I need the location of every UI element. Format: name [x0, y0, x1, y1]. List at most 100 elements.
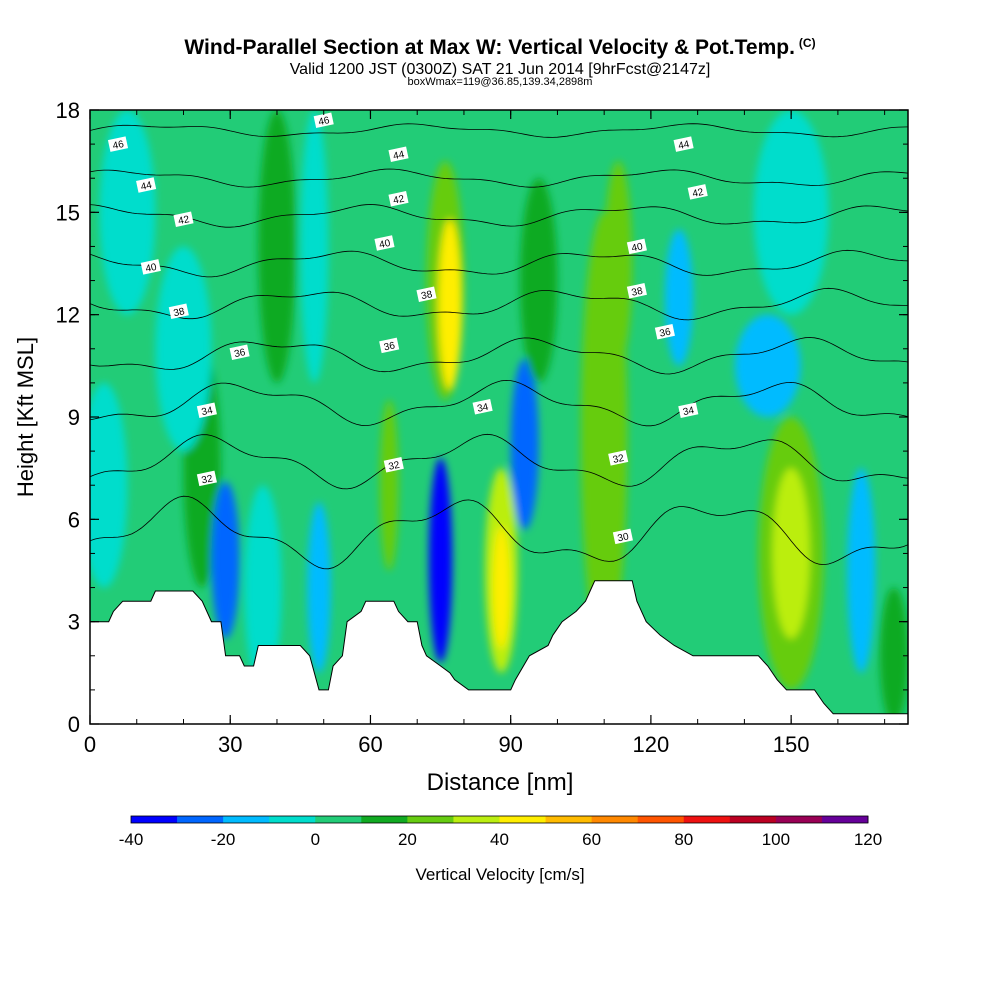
contour-label-text: 40: [145, 262, 159, 275]
contour-label-box: [388, 190, 409, 207]
contour-label-text: 42: [392, 194, 406, 207]
colorbar-swatch: [407, 816, 454, 823]
contour-label-text: 32: [388, 460, 402, 473]
contour-labels: 46 46 44 44 44 42 42 42 40 40 40 38 38 38 36 36 36 34 34 34…: [107, 112, 708, 545]
velocity-cell: [258, 110, 296, 383]
colorbar-swatch: [499, 816, 547, 823]
contour-label: 34: [472, 399, 493, 415]
contour-label: 40: [374, 235, 395, 251]
contour-label: 32: [196, 470, 217, 487]
contour-label-text: 40: [378, 238, 392, 251]
isentrope-line: [90, 287, 908, 321]
colorbar: -40 -20 0 20 40 60 80 100 120: [119, 815, 882, 849]
colorbar-swatch: [177, 816, 224, 823]
contour-label: 34: [678, 402, 699, 418]
contour-label-text: 34: [201, 405, 215, 418]
contour-label-box: [416, 286, 437, 302]
colorbar-swatch: [545, 816, 593, 823]
contour-label-text: 36: [659, 327, 673, 340]
contour-label-text: 32: [612, 453, 626, 466]
colorbar-swatch: [361, 816, 408, 823]
colorbar-tick-label: -40: [119, 830, 144, 849]
contour-label-box: [140, 259, 161, 275]
contour-label-box: [196, 402, 217, 418]
velocity-cell: [300, 110, 329, 383]
colorbar-swatch: [269, 816, 316, 823]
contour-label: 40: [140, 259, 161, 275]
isentrope-line: [90, 337, 908, 375]
contour-label: 42: [687, 184, 708, 200]
contour-label-box: [173, 211, 194, 227]
colorbar-tick-label: 100: [762, 830, 790, 849]
contour-label: 30: [612, 528, 633, 545]
contour-label-text: 34: [476, 402, 490, 415]
y-tick-label: 18: [56, 98, 80, 123]
colorbar-frame: [130, 815, 869, 824]
isentrope-line: [90, 433, 908, 490]
isentrope-line: [90, 168, 908, 188]
colorbar-swatch: [637, 816, 685, 823]
velocity-cell: [847, 468, 876, 673]
contour-label-text: 46: [317, 115, 331, 128]
contour-label-text: 44: [677, 139, 691, 152]
contour-label-text: 36: [233, 347, 247, 360]
contour-label-box: [374, 235, 395, 251]
colorbar-tick-label: 60: [582, 830, 601, 849]
contour-label-box: [626, 238, 647, 255]
colorbar-swatch: [821, 816, 869, 823]
isentrope-line: [90, 249, 908, 278]
contour-label: 34: [196, 402, 217, 418]
x-tick-label: 150: [773, 732, 810, 757]
contour-label: 36: [654, 323, 675, 340]
contour-label-text: 38: [420, 289, 434, 302]
contour-label: 44: [673, 136, 694, 152]
velocity-cell: [155, 246, 212, 452]
contour-label-box: [229, 344, 250, 360]
y-tick-label: 6: [68, 507, 80, 532]
field-cells: [90, 110, 908, 724]
contour-label: 32: [383, 457, 404, 473]
contour-label-box: [678, 402, 699, 418]
y-tick-label: 3: [68, 610, 80, 635]
contour-label-box: [107, 136, 129, 152]
velocity-cell: [90, 382, 128, 588]
velocity-cell: [307, 502, 331, 673]
x-tick-label: 120: [633, 732, 670, 757]
velocity-cell: [244, 485, 282, 690]
contour-label-box: [379, 337, 400, 354]
colorbar-swatch: [223, 816, 270, 823]
velocity-cell: [772, 468, 810, 639]
colorbar-swatch: [131, 816, 178, 823]
velocity-cell: [438, 219, 462, 390]
velocity-cell: [428, 457, 453, 663]
contour-label-box: [472, 399, 493, 415]
x-axis-label: Distance [nm]: [427, 769, 574, 796]
contour-label: 40: [626, 238, 647, 255]
contour-label-text: 42: [177, 214, 191, 227]
colorbar-tick-label: 120: [854, 830, 882, 849]
contour-label: 36: [229, 344, 250, 360]
contour-label-text: 38: [631, 286, 645, 299]
chart-title: Wind-Parallel Section at Max W: Vertical…: [184, 36, 816, 59]
colorbar-label: Vertical Velocity [cm/s]: [415, 865, 584, 884]
contour-label-box: [196, 470, 217, 487]
colorbar-tick-label: 40: [490, 830, 509, 849]
velocity-cell: [753, 110, 829, 315]
x-tick-label: 90: [498, 732, 522, 757]
contour-label-box: [136, 177, 157, 193]
contour-label-box: [687, 184, 708, 200]
velocity-cell: [211, 481, 240, 639]
terrain: [89, 580, 909, 725]
x-tick-label: 0: [84, 732, 96, 757]
isentrope-line: [90, 123, 908, 138]
contour-label: 32: [608, 450, 629, 466]
contour-label-box: [388, 146, 409, 163]
colorbar-swatch: [591, 816, 639, 823]
velocity-cell: [664, 229, 693, 366]
contour-label: 38: [168, 303, 189, 319]
y-tick-label: 12: [56, 303, 80, 328]
title-mark: (C): [798, 36, 816, 50]
velocity-cell: [735, 314, 801, 418]
contour-label-box: [612, 528, 633, 545]
